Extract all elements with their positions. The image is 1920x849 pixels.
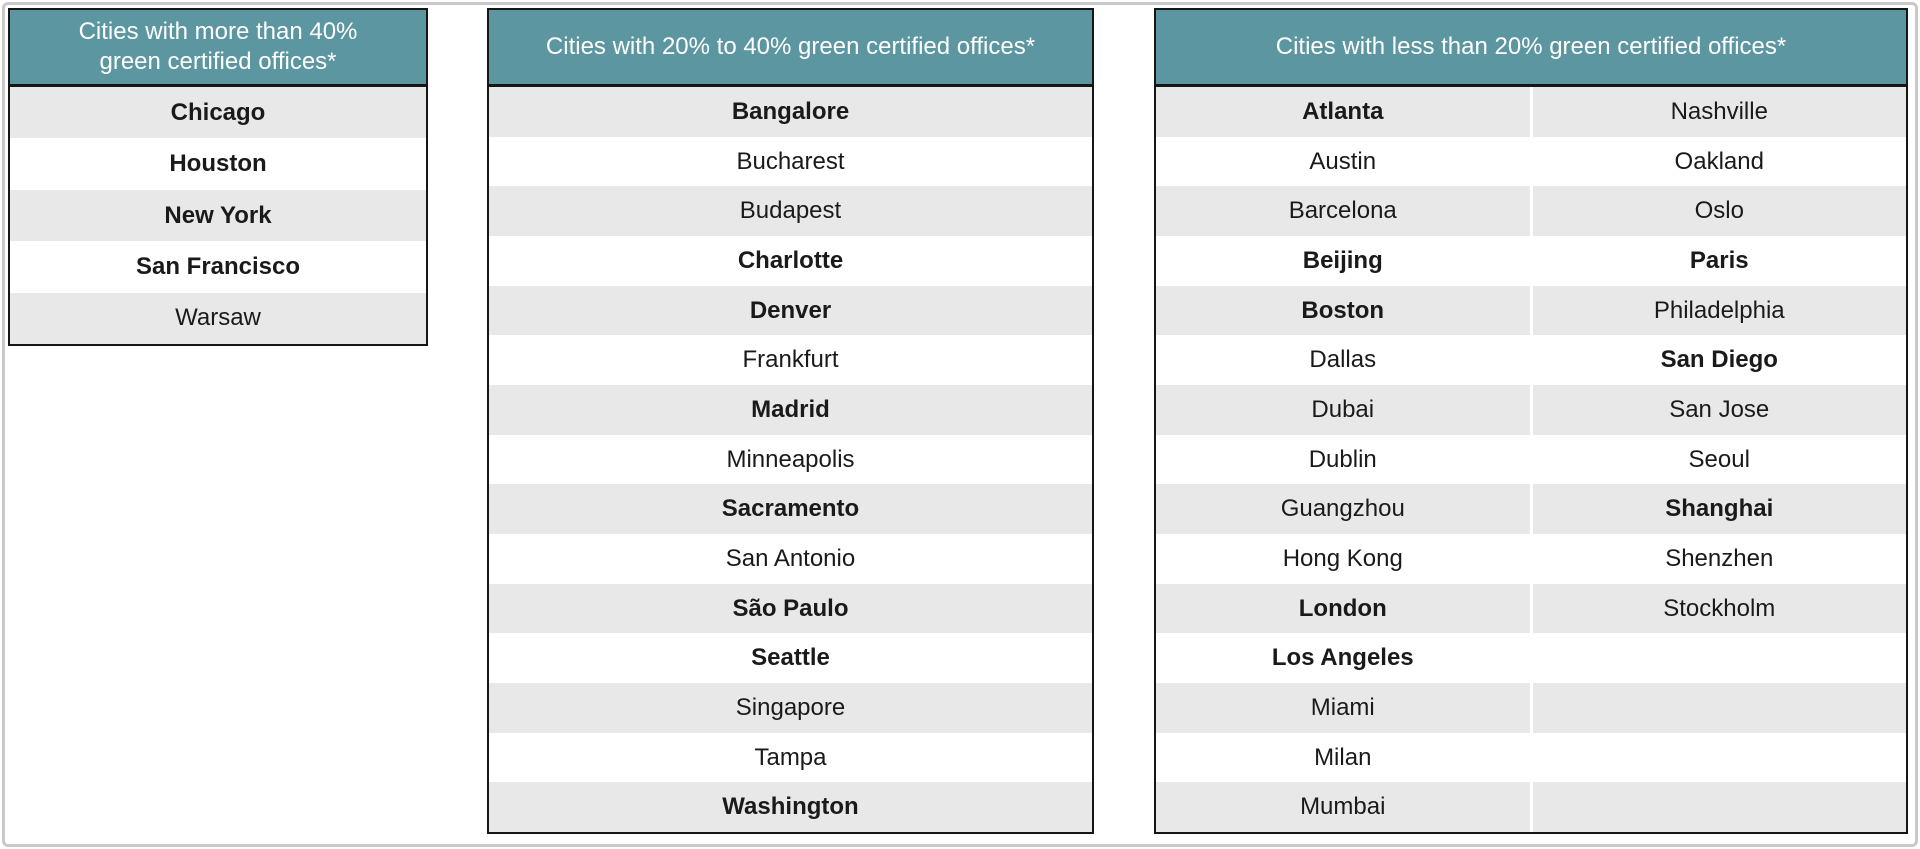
table-header: Cities with 20% to 40% green certified o… — [489, 10, 1092, 87]
city-cell: Philadelphia — [1532, 285, 1906, 336]
table-row: Chicago — [10, 87, 426, 139]
city-cell: San Diego — [1532, 335, 1906, 386]
table-row: Minneapolis — [489, 434, 1092, 485]
empty-cell — [1532, 633, 1906, 684]
table-row: Milan — [1156, 732, 1906, 783]
city-cell: Bangalore — [489, 87, 1092, 137]
table-row: Singapore — [489, 683, 1092, 733]
table-row: Hong Kong Shenzhen — [1156, 534, 1906, 584]
table-row: Dubai San Jose — [1156, 385, 1906, 435]
city-cell: Dallas — [1156, 335, 1530, 386]
table-row: Tampa — [489, 732, 1092, 783]
table-row: Frankfurt — [489, 335, 1092, 386]
city-cell: Oslo — [1532, 186, 1906, 237]
city-cell: San Jose — [1532, 385, 1906, 435]
city-cell: Milan — [1156, 732, 1530, 783]
city-cell: Bucharest — [489, 136, 1092, 187]
table-row: Seattle — [489, 633, 1092, 684]
table-row: Los Angeles — [1156, 633, 1906, 684]
table-less-than-20-percent: Cities with less than 20% green certifie… — [1154, 8, 1908, 834]
city-cell: Los Angeles — [1156, 633, 1530, 684]
empty-cell — [1532, 782, 1906, 833]
city-cell: Shanghai — [1532, 484, 1906, 535]
city-cell: Nashville — [1532, 87, 1906, 137]
table-header: Cities with less than 20% green certifie… — [1156, 10, 1906, 87]
city-cell: Sacramento — [489, 484, 1092, 535]
table-row: New York — [10, 189, 426, 242]
city-cell: Budapest — [489, 186, 1092, 237]
city-cell: Austin — [1156, 136, 1530, 187]
table-row: São Paulo — [489, 583, 1092, 634]
table-row: Boston Philadelphia — [1156, 285, 1906, 336]
city-cell: Minneapolis — [489, 434, 1092, 485]
city-cell: Oakland — [1532, 136, 1906, 187]
city-cell: Seattle — [489, 633, 1092, 684]
table-row: Charlotte — [489, 236, 1092, 286]
city-cell: Warsaw — [10, 292, 426, 345]
city-cell: Washington — [489, 782, 1092, 833]
table-row: Guangzhou Shanghai — [1156, 484, 1906, 535]
empty-cell — [1532, 683, 1906, 733]
city-cell: Paris — [1532, 236, 1906, 286]
table-body: Atlanta Nashville Austin Oakland Barcelona Os… — [1156, 87, 1906, 833]
city-cell: Stockholm — [1532, 583, 1906, 634]
city-cell: Seoul — [1532, 434, 1906, 485]
table-20-to-40-percent: Cities with 20% to 40% green certified o… — [487, 8, 1094, 834]
city-cell: London — [1156, 583, 1530, 634]
table-row: Miami — [1156, 683, 1906, 733]
table-row: San Antonio — [489, 534, 1092, 584]
city-cell: Houston — [10, 138, 426, 190]
city-cell: Madrid — [489, 385, 1092, 435]
empty-cell — [1532, 732, 1906, 783]
city-cell: Barcelona — [1156, 186, 1530, 237]
table-row: Washington — [489, 782, 1092, 833]
city-cell: São Paulo — [489, 583, 1092, 634]
city-cell: Tampa — [489, 732, 1092, 783]
city-cell: Singapore — [489, 683, 1092, 733]
city-cell: Chicago — [10, 87, 426, 139]
city-cell: Shenzhen — [1532, 534, 1906, 584]
table-row: Budapest — [489, 186, 1092, 237]
city-cell: Boston — [1156, 285, 1530, 336]
table-body: Bangalore Bucharest Budapest Charlotte Denve… — [489, 87, 1092, 833]
table-row: Denver — [489, 285, 1092, 336]
city-cell: New York — [10, 189, 426, 242]
table-row: Warsaw — [10, 292, 426, 345]
city-cell: Charlotte — [489, 236, 1092, 286]
table-row: Beijing Paris — [1156, 236, 1906, 286]
city-cell: Denver — [489, 285, 1092, 336]
table-row: Mumbai — [1156, 782, 1906, 833]
table-row: Bucharest — [489, 136, 1092, 187]
table-row: Dallas San Diego — [1156, 335, 1906, 386]
table-row: Sacramento — [489, 484, 1092, 535]
table-row: Madrid — [489, 385, 1092, 435]
city-cell: Hong Kong — [1156, 534, 1530, 584]
table-row: Barcelona Oslo — [1156, 186, 1906, 237]
city-cell: Atlanta — [1156, 87, 1530, 137]
table-row: Bangalore — [489, 87, 1092, 137]
table-row: Houston — [10, 138, 426, 190]
table-row: Austin Oakland — [1156, 136, 1906, 187]
city-cell: Guangzhou — [1156, 484, 1530, 535]
table-row: Dublin Seoul — [1156, 434, 1906, 485]
city-cell: Miami — [1156, 683, 1530, 733]
city-cell: Frankfurt — [489, 335, 1092, 386]
table-body: Chicago Houston New York San Francisco Warsa… — [10, 87, 426, 345]
city-cell: San Francisco — [10, 241, 426, 293]
table-more-than-40-percent: Cities with more than 40% green certifie… — [8, 8, 428, 346]
table-row: London Stockholm — [1156, 583, 1906, 634]
city-cell: Mumbai — [1156, 782, 1530, 833]
table-row: San Francisco — [10, 241, 426, 293]
table-row: Atlanta Nashville — [1156, 87, 1906, 137]
table-header: Cities with more than 40% green certifie… — [10, 10, 426, 87]
city-cell: Dubai — [1156, 385, 1530, 435]
city-cell: Dublin — [1156, 434, 1530, 485]
city-cell: Beijing — [1156, 236, 1530, 286]
city-cell: San Antonio — [489, 534, 1092, 584]
